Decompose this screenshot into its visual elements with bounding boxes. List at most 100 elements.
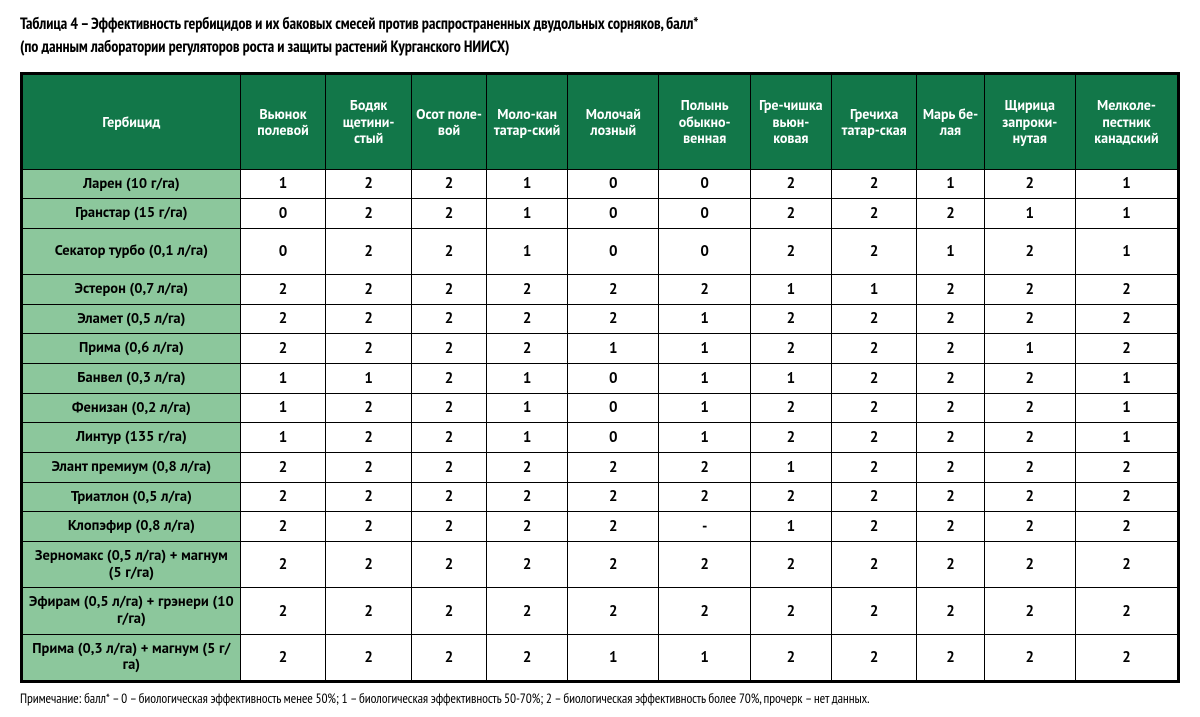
cell-value: 0 [568, 199, 659, 229]
cell-value: 2 [831, 363, 917, 393]
cell-value: 2 [659, 541, 750, 587]
cell-value: 0 [240, 199, 326, 229]
cell-value: 2 [984, 512, 1075, 542]
cell-value: 2 [411, 274, 486, 304]
cell-value: 0 [568, 169, 659, 199]
cell-value: 1 [659, 363, 750, 393]
cell-value: 2 [240, 274, 326, 304]
cell-value: 1 [917, 228, 984, 274]
cell-value: 0 [659, 228, 750, 274]
row-label: Эламет (0,5 л/га) [22, 304, 241, 334]
cell-value: 2 [411, 512, 486, 542]
cell-value: 2 [917, 199, 984, 229]
table-row: Прима (0,3 л/га) + магнум (5 г/га)222211… [22, 634, 1179, 681]
cell-value: 2 [831, 512, 917, 542]
cell-value: 0 [568, 423, 659, 453]
cell-value: 2 [750, 588, 831, 634]
cell-value: 2 [750, 334, 831, 364]
cell-value: 1 [984, 199, 1075, 229]
cell-value: 2 [984, 304, 1075, 334]
table-row: Зерномакс (0,5 л/га) + магнум (5 г/га)22… [22, 541, 1179, 587]
cell-value: 1 [917, 169, 984, 199]
cell-value: 2 [326, 423, 412, 453]
cell-value: 2 [917, 423, 984, 453]
cell-value: 2 [831, 634, 917, 681]
cell-value: 2 [831, 423, 917, 453]
cell-value: 2 [240, 512, 326, 542]
cell-value: 2 [984, 541, 1075, 587]
cell-value: 2 [487, 482, 568, 512]
cell-value: 2 [917, 634, 984, 681]
cell-value: 2 [831, 452, 917, 482]
row-label: Банвел (0,3 л/га) [22, 363, 241, 393]
cell-value: 2 [326, 512, 412, 542]
cell-value: 1 [750, 512, 831, 542]
row-label: Секатор турбо (0,1 л/га) [22, 228, 241, 274]
cell-value: 2 [1075, 634, 1178, 681]
cell-value: 2 [411, 228, 486, 274]
cell-value: 2 [917, 393, 984, 423]
row-label: Триатлон (0,5 л/га) [22, 482, 241, 512]
cell-value: 2 [411, 169, 486, 199]
row-label: Клопэфир (0,8 л/га) [22, 512, 241, 542]
row-label: Элант премиум (0,8 л/га) [22, 452, 241, 482]
cell-value: 2 [487, 512, 568, 542]
cell-value: 2 [487, 541, 568, 587]
cell-value: 1 [1075, 363, 1178, 393]
cell-value: 2 [659, 452, 750, 482]
row-label: Линтур (135 г/га) [22, 423, 241, 453]
cell-value: 2 [831, 304, 917, 334]
cell-value: 2 [240, 634, 326, 681]
cell-value: 2 [326, 541, 412, 587]
cell-value: 2 [917, 363, 984, 393]
table-row: Эстерон (0,7 л/га)22222211222 [22, 274, 1179, 304]
cell-value: 2 [411, 334, 486, 364]
cell-value: 2 [659, 482, 750, 512]
cell-value: 1 [659, 423, 750, 453]
col-herbicide: Гербицид [22, 73, 241, 169]
cell-value: 2 [240, 452, 326, 482]
row-label: Ларен (10 г/га) [22, 169, 241, 199]
cell-value: 0 [568, 363, 659, 393]
cell-value: - [659, 512, 750, 542]
col-weed-10: Щирица запроки-нутая [984, 73, 1075, 169]
row-label: Прима (0,6 л/га) [22, 334, 241, 364]
cell-value: 2 [240, 334, 326, 364]
cell-value: 1 [487, 393, 568, 423]
table-body: Ларен (10 г/га)12210022121Гранстар (15 г… [22, 169, 1179, 681]
cell-value: 0 [240, 228, 326, 274]
cell-value: 2 [750, 169, 831, 199]
cell-value: 2 [411, 199, 486, 229]
cell-value: 2 [326, 482, 412, 512]
row-label: Эстерон (0,7 л/га) [22, 274, 241, 304]
col-weed-1: Вьюнок полевой [240, 73, 326, 169]
cell-value: 2 [326, 452, 412, 482]
cell-value: 1 [240, 363, 326, 393]
cell-value: 0 [568, 393, 659, 423]
cell-value: 1 [487, 363, 568, 393]
cell-value: 1 [984, 334, 1075, 364]
cell-value: 2 [326, 228, 412, 274]
cell-value: 2 [917, 274, 984, 304]
table-row: Банвел (0,3 л/га)11210112221 [22, 363, 1179, 393]
col-weed-4: Моло-кан татар-ский [487, 73, 568, 169]
table-header-row: ГербицидВьюнок полевойБодяк щетини-стыйО… [22, 73, 1179, 169]
cell-value: 1 [1075, 169, 1178, 199]
cell-value: 2 [984, 588, 1075, 634]
cell-value: 2 [831, 482, 917, 512]
cell-value: 2 [326, 169, 412, 199]
col-weed-5: Молочай лозный [568, 73, 659, 169]
table-row: Триатлон (0,5 л/га)22222222222 [22, 482, 1179, 512]
cell-value: 2 [1075, 274, 1178, 304]
cell-value: 2 [1075, 304, 1178, 334]
cell-value: 2 [240, 541, 326, 587]
cell-value: 2 [568, 274, 659, 304]
cell-value: 1 [1075, 228, 1178, 274]
cell-value: 1 [240, 393, 326, 423]
cell-value: 2 [1075, 482, 1178, 512]
cell-value: 2 [750, 482, 831, 512]
cell-value: 2 [326, 334, 412, 364]
cell-value: 2 [487, 274, 568, 304]
cell-value: 2 [568, 541, 659, 587]
table-row: Ларен (10 г/га)12210022121 [22, 169, 1179, 199]
